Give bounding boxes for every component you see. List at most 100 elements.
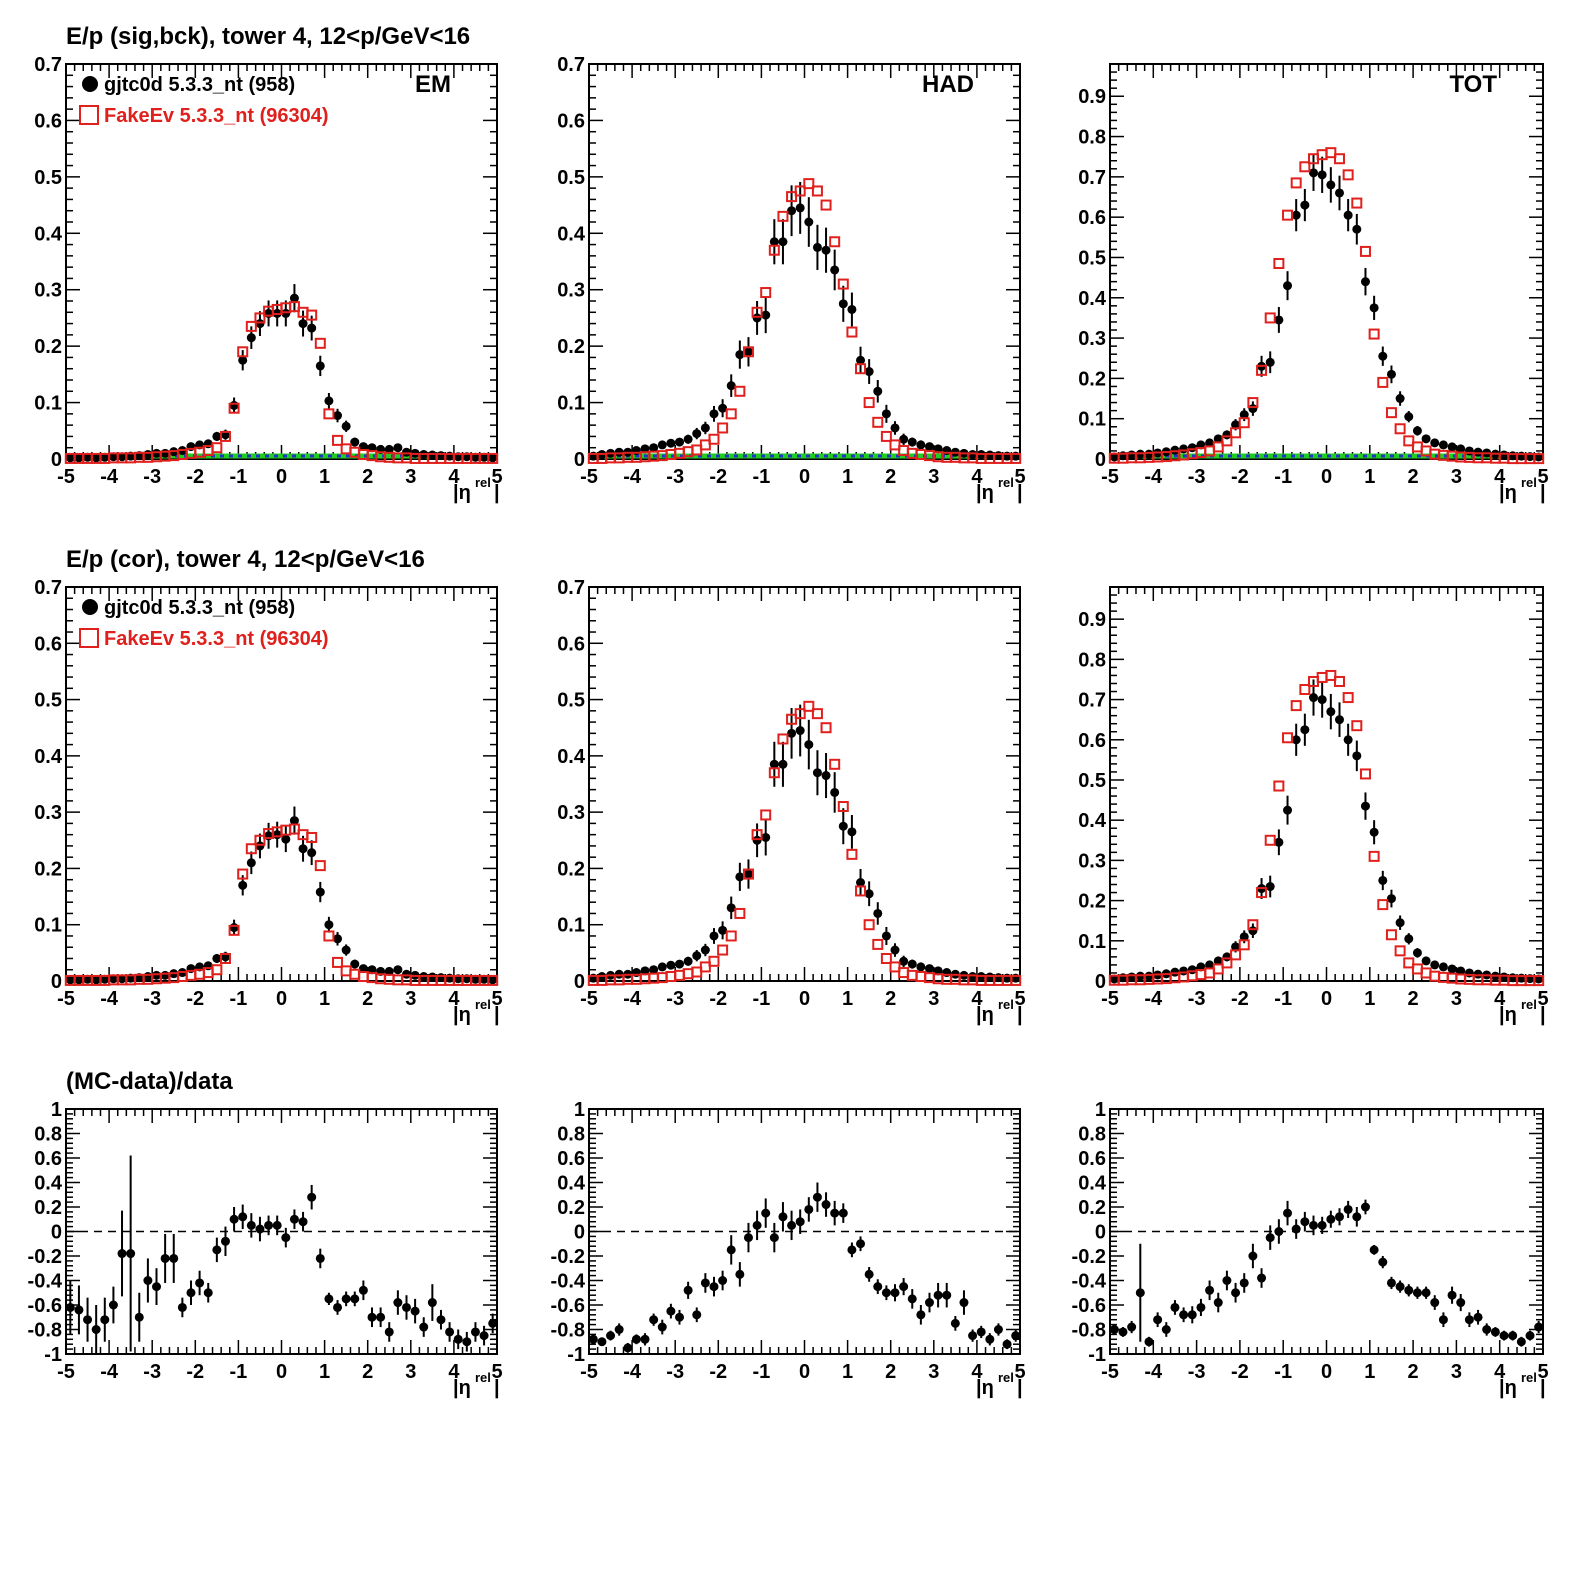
data-point [1386,369,1396,379]
data-point [186,1288,196,1298]
mc-point [1385,407,1397,419]
data-point [1317,695,1327,705]
mc-point [1247,919,1259,931]
x-tick-label: 5 [1537,1361,1548,1383]
panel-1-2: -5 -4 -3 -2 -1 0 1 2 3 4 5 |η rel | 0 0.1 0.2 0.3 0.4 0.5 0.… [557,54,1025,504]
legend-mc-label: FakeEv 5.3.3_nt (96304) [104,105,329,127]
data-point [1473,969,1483,979]
data-point [649,1315,659,1325]
mc-point [1282,732,1294,744]
y-tick-label: 0.1 [1078,409,1106,431]
data-point [1283,1208,1293,1218]
x-tick-label: -2 [186,988,204,1010]
data-point [838,821,848,831]
data-point [924,442,934,452]
data-point [108,1300,118,1310]
data-point [657,440,667,450]
legend-data-label: gjtc0d 5.3.3_nt (958) [104,597,295,619]
data-point [959,1298,969,1308]
x-tick-label: 0 [276,1361,287,1383]
x-axis-label-close: | [1540,1004,1546,1026]
y-tick-label: 0.1 [557,915,585,937]
data-point [401,447,411,457]
data-point [203,1288,213,1298]
y-tick-label: -0.6 [28,1295,62,1317]
data-point [1334,1212,1344,1222]
data-point [890,1288,900,1298]
x-tick-label: 0 [1321,988,1332,1010]
data-point [1222,1276,1232,1285]
mc-point [228,402,240,414]
data-point [358,442,368,452]
mc-point [768,244,780,256]
mc-point [717,944,729,956]
data-point [1011,1331,1021,1341]
data-point [341,421,351,431]
x-axis-label: |η [1499,482,1517,504]
data-point [91,453,101,463]
data-point [683,1285,693,1295]
y-tick-label: 0.2 [557,336,585,358]
mc-point [1429,970,1441,982]
y-tick-label: 0.2 [1078,891,1106,913]
data-point [1248,926,1258,936]
data-point [890,945,900,955]
data-point [985,972,995,982]
data-point [1231,942,1241,952]
y-tick-label: 0.5 [34,167,62,189]
data-point [1421,1288,1431,1298]
data-point [1326,707,1336,717]
x-tick-label: -5 [580,466,598,488]
data-point [281,1233,291,1243]
x-tick-label: 2 [362,988,373,1010]
data-point [246,333,256,343]
data-point [1309,168,1319,178]
data-point [1490,1327,1500,1337]
mc-point [1010,974,1022,986]
x-tick-label: 4 [448,988,460,1010]
data-point [787,1220,797,1230]
data-point [1135,1288,1145,1298]
mc-point [1238,939,1250,951]
data-point [74,975,84,985]
data-point [315,1253,325,1263]
mc-point [314,337,326,349]
x-tick-label: -4 [1144,1361,1163,1383]
y-tick-label: 0.6 [34,110,62,132]
data-point [289,816,299,826]
data-point [847,1245,857,1255]
y-tick-label: 0.4 [1078,810,1107,832]
mc-point [837,278,849,290]
y-tick-label: 0.3 [557,280,585,302]
mc-point [794,708,806,720]
y-tick-label: 0.7 [34,577,62,599]
data-point [1213,1298,1223,1308]
data-point [1213,434,1223,444]
mc-series [587,178,1022,464]
y-tick-label: 0.6 [557,1148,585,1170]
data-point [614,447,624,457]
x-tick-label: -1 [230,466,248,488]
mc-point [742,868,754,880]
data-point [453,1334,463,1344]
data-point [333,1302,343,1312]
y-tick-label: -0.2 [551,1246,585,1268]
mc-point [254,834,266,846]
data-series [588,704,1021,983]
data-point [212,1245,222,1255]
data-point [350,437,360,447]
data-point [597,1337,607,1347]
y-tick-label: -0.2 [28,1246,62,1268]
x-tick-label: -1 [230,988,248,1010]
mc-point [306,831,318,843]
mc-point [760,809,772,821]
data-point [1205,1285,1215,1295]
x-tick-label: 2 [1408,466,1419,488]
mc-point [1533,453,1545,465]
data-point [358,1285,368,1295]
mc-point [725,408,737,420]
x-axis-label: |η [453,482,471,504]
data-point [1352,751,1362,761]
data-point [117,452,127,462]
x-axis-label: |η [453,1004,471,1026]
